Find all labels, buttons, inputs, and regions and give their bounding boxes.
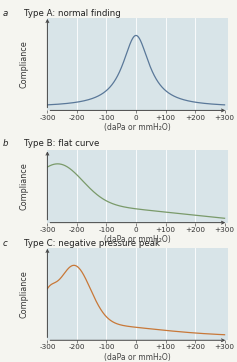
Text: Compliance: Compliance	[19, 163, 28, 210]
Text: c: c	[2, 239, 7, 248]
X-axis label: (daPa or mmH₂O): (daPa or mmH₂O)	[104, 123, 171, 132]
X-axis label: (daPa or mmH₂O): (daPa or mmH₂O)	[104, 353, 171, 362]
Text: Type B: flat curve: Type B: flat curve	[24, 139, 99, 148]
Text: a: a	[2, 9, 8, 18]
Text: Compliance: Compliance	[19, 41, 28, 88]
Text: Type C: negative pressure peak: Type C: negative pressure peak	[24, 239, 160, 248]
Text: b: b	[2, 139, 8, 148]
Text: Compliance: Compliance	[19, 270, 28, 318]
Text: Type A: normal finding: Type A: normal finding	[24, 9, 120, 18]
X-axis label: (daPa or mmH₂O): (daPa or mmH₂O)	[104, 235, 171, 244]
